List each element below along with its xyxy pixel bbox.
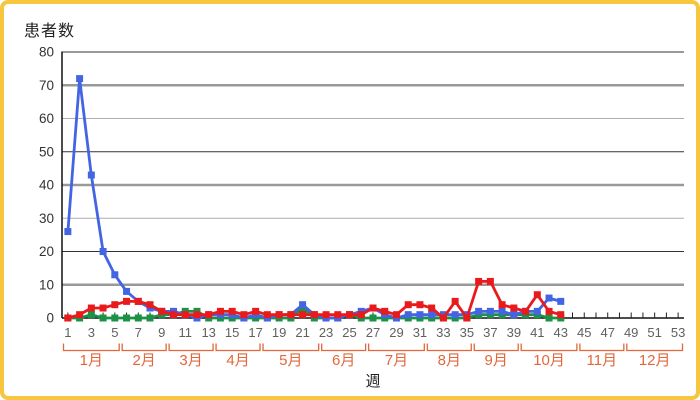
svg-text:80: 80 [39, 45, 54, 60]
svg-text:8月: 8月 [438, 352, 461, 369]
svg-text:40: 40 [39, 178, 54, 193]
svg-text:60: 60 [39, 111, 54, 126]
svg-text:1月: 1月 [80, 352, 103, 369]
svg-text:9月: 9月 [485, 352, 508, 369]
y-gridlines [62, 51, 684, 286]
svg-text:50: 50 [39, 144, 54, 159]
svg-text:49: 49 [624, 325, 638, 340]
svg-text:23: 23 [319, 325, 333, 340]
x-axis-title: 週 [365, 373, 381, 390]
svg-text:7月: 7月 [385, 352, 408, 369]
svg-text:25: 25 [342, 325, 356, 340]
month-labels: 1月 2月 3月 4月 5月 6月 7月 8月 9月 10月 11月 12月 [80, 352, 671, 369]
svg-text:12月: 12月 [639, 352, 671, 369]
svg-text:9: 9 [158, 325, 165, 340]
svg-text:5月: 5月 [279, 352, 302, 369]
svg-text:2月: 2月 [132, 352, 155, 369]
svg-text:11: 11 [178, 325, 192, 340]
y-axis-title: 患者数 [24, 23, 76, 40]
svg-text:33: 33 [436, 325, 450, 340]
svg-text:4月: 4月 [226, 352, 249, 369]
svg-text:3月: 3月 [179, 352, 202, 369]
svg-text:39: 39 [507, 325, 521, 340]
svg-text:35: 35 [460, 325, 474, 340]
svg-text:17: 17 [248, 325, 262, 340]
svg-text:30: 30 [39, 211, 54, 226]
svg-text:53: 53 [671, 325, 685, 340]
svg-text:13: 13 [201, 325, 215, 340]
y-tick-labels: 0 10 20 30 40 50 60 70 80 [39, 45, 54, 326]
series-red [64, 277, 565, 322]
svg-text:31: 31 [413, 325, 427, 340]
svg-text:19: 19 [272, 325, 286, 340]
svg-text:7: 7 [135, 325, 142, 340]
svg-text:70: 70 [39, 78, 54, 93]
svg-text:20: 20 [39, 244, 54, 259]
month-brackets [62, 343, 684, 352]
svg-text:29: 29 [389, 325, 403, 340]
svg-text:37: 37 [483, 325, 497, 340]
svg-text:5: 5 [111, 325, 118, 340]
svg-text:15: 15 [225, 325, 239, 340]
svg-text:0: 0 [46, 311, 54, 326]
svg-text:51: 51 [647, 325, 661, 340]
svg-text:45: 45 [577, 325, 591, 340]
svg-text:41: 41 [530, 325, 544, 340]
svg-text:6月: 6月 [332, 352, 355, 369]
svg-text:10月: 10月 [533, 352, 565, 369]
svg-text:27: 27 [366, 325, 380, 340]
svg-text:11月: 11月 [587, 352, 618, 369]
svg-text:21: 21 [295, 325, 309, 340]
svg-text:43: 43 [554, 325, 568, 340]
svg-text:1: 1 [64, 325, 71, 340]
x-tick-labels: 1 3 5 7 9 11 13 15 17 19 21 23 25 27 29 31 33 35 37 39 41 43 4… [64, 325, 685, 340]
svg-text:47: 47 [600, 325, 614, 340]
svg-text:10: 10 [39, 277, 54, 292]
svg-text:3: 3 [88, 325, 95, 340]
